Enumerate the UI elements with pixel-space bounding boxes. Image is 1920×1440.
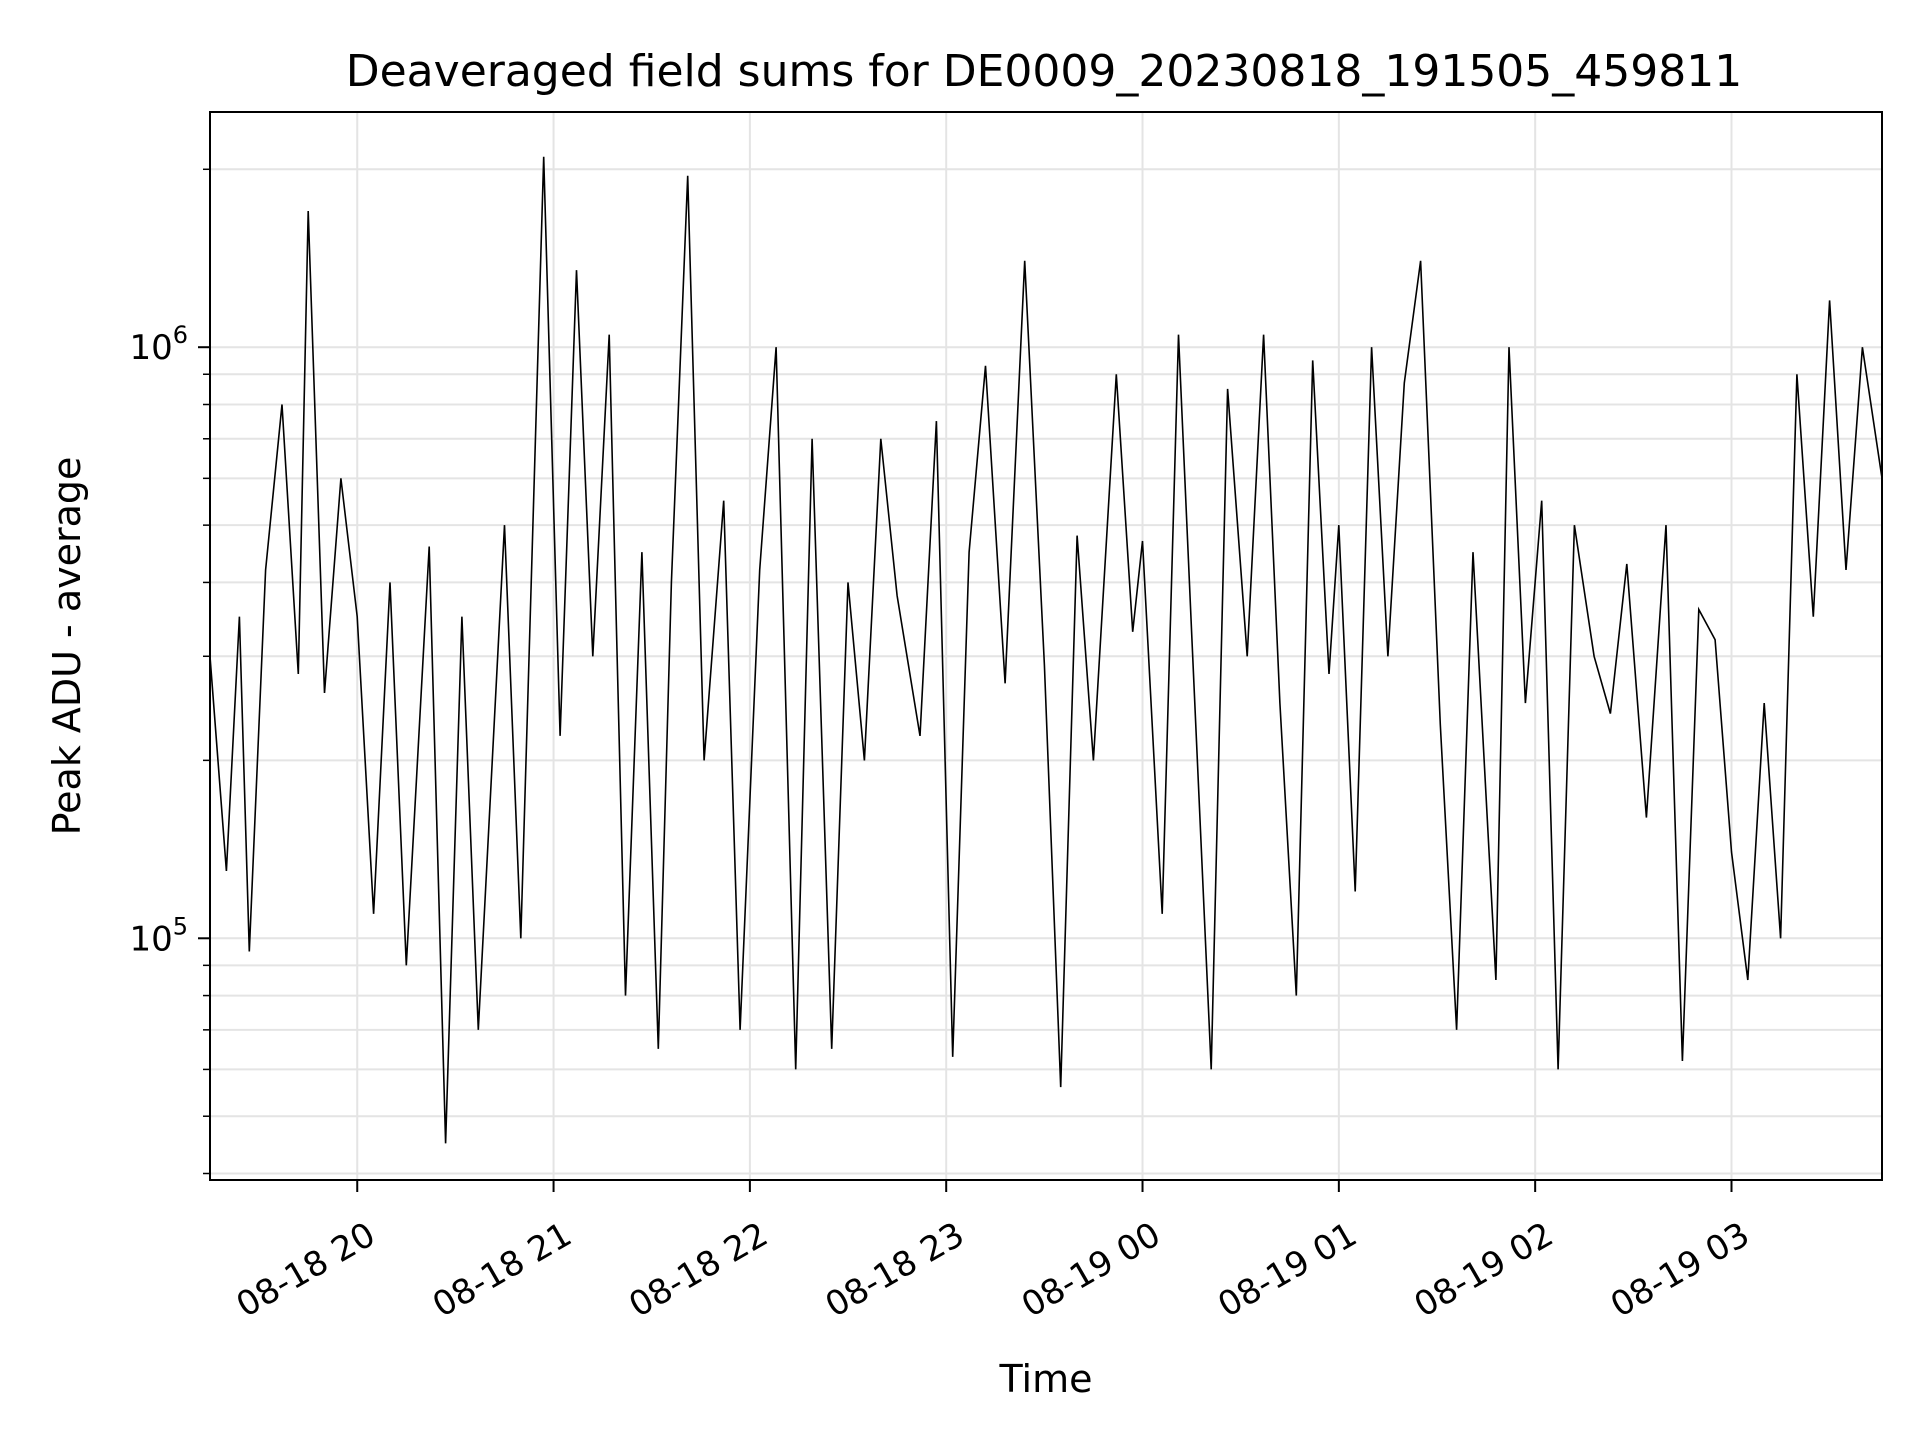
y-tick-label-1: 106 [129, 321, 188, 368]
chart-title: Deaveraged field sums for DE0009_2023081… [346, 46, 1743, 97]
x-axis-label: Time [999, 1357, 1093, 1401]
series-layer [209, 156, 1883, 1144]
x-tick-label-6: 08-19 02 [1408, 1215, 1560, 1326]
y-tick-label-0: 105 [129, 912, 188, 959]
series-line-0 [209, 156, 1883, 1144]
x-tick-label-7: 08-19 03 [1604, 1215, 1756, 1326]
y-axis-label: Peak ADU - average [45, 457, 89, 836]
x-tick-label-1: 08-18 21 [426, 1215, 578, 1326]
x-tick-label-2: 08-18 22 [622, 1215, 774, 1326]
x-tick-label-3: 08-18 23 [819, 1215, 971, 1326]
tick-layer: 08-18 20 08-18 21 08-18 22 08-18 23 08-19 00… [129, 168, 1756, 1326]
x-tick-label-0: 08-18 20 [230, 1215, 382, 1326]
x-tick-label-5: 08-19 01 [1211, 1215, 1363, 1326]
plot-frame [209, 111, 1883, 1181]
x-tick-label-4: 08-19 00 [1015, 1215, 1167, 1326]
grid-layer [210, 112, 1882, 1180]
